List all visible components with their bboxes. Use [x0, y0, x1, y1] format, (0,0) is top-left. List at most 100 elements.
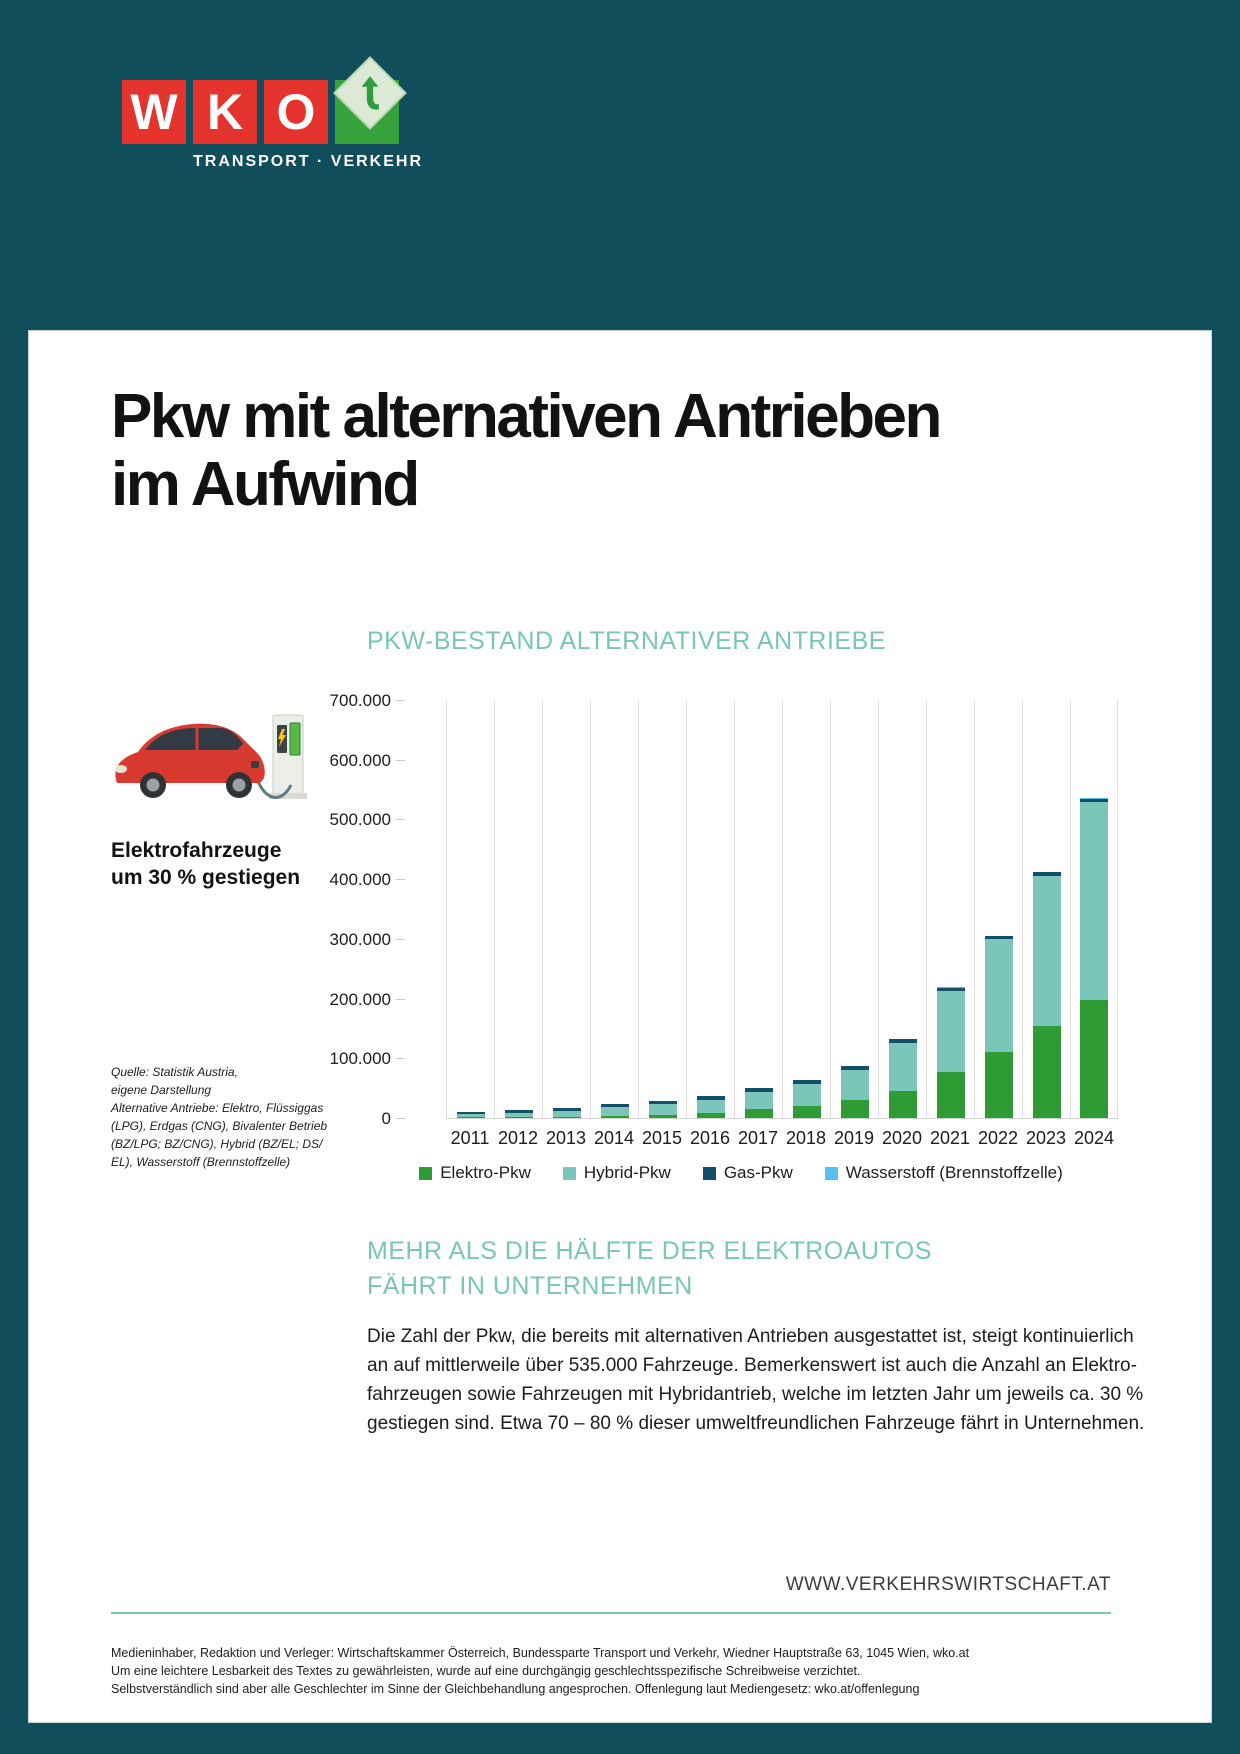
- chart-column-2013: [542, 700, 590, 1118]
- bar-segment-Gas-Pkw: [600, 1103, 629, 1107]
- bar-2020: [888, 1038, 917, 1118]
- text-line: fahrzeugen sowie Fahrzeugen mit Hybridan…: [367, 1384, 1144, 1405]
- section-heading-line2: FÄHRT IN UNTERNEHMEN: [367, 1272, 693, 1300]
- logo-letter-w: W: [122, 80, 186, 144]
- website-link[interactable]: WWW.VERKEHRSWIRTSCHAFT.AT: [785, 1574, 1111, 1595]
- bar-2011: [456, 1112, 485, 1118]
- emblem-anchor-icon: [361, 76, 379, 110]
- legend-swatch: [419, 1166, 433, 1180]
- chart-column-2020: [878, 700, 926, 1118]
- bar-segment-Gas-Pkw: [456, 1112, 485, 1115]
- legend-swatch: [562, 1166, 576, 1180]
- bar-segment-Gas-Pkw: [984, 935, 1013, 940]
- chart-column-2011: [446, 700, 494, 1118]
- chart-column-2022: [974, 700, 1022, 1118]
- chart-column-2012: [494, 700, 542, 1118]
- bar-2021: [936, 987, 965, 1118]
- legend-item: Wasserstoff (Brennstoffzelle): [824, 1163, 1063, 1183]
- chart-column-2018: [782, 700, 830, 1118]
- bar-segment-Gas-Pkw: [648, 1100, 677, 1105]
- chart-column-2014: [590, 700, 638, 1118]
- bar-2023: [1032, 871, 1061, 1118]
- chart-column-2016: [686, 700, 734, 1118]
- bar-2014: [600, 1103, 629, 1118]
- legend-label: Hybrid-Pkw: [583, 1163, 671, 1182]
- chart-legend: Elektro-Pkw Hybrid-Pkw Gas-Pkw Wasserstoff …: [369, 1163, 1113, 1183]
- legend-label: Elektro-Pkw: [440, 1163, 531, 1182]
- y-tick-label: 600.000: [329, 750, 391, 770]
- bar-segment-Gas-Pkw: [696, 1095, 725, 1100]
- x-tick-label-2013: 2013: [545, 1128, 587, 1148]
- y-tick-mark: [396, 700, 405, 701]
- text-line: (LPG), Erdgas (CNG), Bivalenter Betrieb: [111, 1119, 328, 1133]
- bar-segment-Hybrid-Pkw: [792, 1083, 821, 1106]
- y-tick-label: 700.000: [329, 691, 391, 710]
- legend-label: Wasserstoff (Brennstoffzelle): [845, 1163, 1063, 1182]
- y-tick-mark: [396, 879, 405, 881]
- legend-label: Gas-Pkw: [723, 1163, 793, 1182]
- text-line: Die Zahl der Pkw, die bereits mit altern…: [367, 1326, 1134, 1347]
- legend-swatch: [702, 1166, 716, 1180]
- x-tick-label-2023: 2023: [1025, 1128, 1067, 1148]
- bar-segment-Hybrid-Pkw: [1032, 875, 1061, 1027]
- bar-2022: [984, 935, 1013, 1118]
- bar-segment-Elektro-Pkw: [888, 1091, 917, 1118]
- y-tick-label: 400.000: [329, 870, 391, 890]
- text-line: an auf mittlerweile über 535.000 Fahrzeu…: [367, 1355, 1137, 1376]
- bar-segment-Gas-Pkw: [936, 987, 965, 992]
- x-tick-label-2018: 2018: [785, 1128, 827, 1148]
- bar-segment-Elektro-Pkw: [792, 1105, 821, 1118]
- chart-source-note: Quelle: Statistik Austria, eigene Darstel…: [111, 1063, 327, 1171]
- bar-segment-Elektro-Pkw: [648, 1115, 677, 1118]
- section-heading-line1: MEHR ALS DIE HÄLFTE DER ELEKTROAUTOS: [367, 1237, 932, 1265]
- imprint-text: Medieninhaber, Redaktion und Verleger: W…: [111, 1644, 969, 1698]
- bar-2015: [648, 1100, 677, 1118]
- bar-segment-Elektro-Pkw: [504, 1117, 533, 1118]
- sidebar-highlight-line2: um 30 % gestiegen: [111, 866, 301, 889]
- text-line: Quelle: Statistik Austria,: [111, 1065, 238, 1079]
- body-paragraph: Die Zahl der Pkw, die bereits mit altern…: [367, 1322, 1144, 1438]
- sidebar-highlight: Elektrofahrzeuge um 30 % gestiegen: [111, 837, 300, 891]
- bar-segment-Hybrid-Pkw: [888, 1042, 917, 1092]
- chart-column-2017: [734, 700, 782, 1118]
- bar-segment-Gas-Pkw: [744, 1088, 773, 1092]
- y-tick-mark: [396, 759, 405, 761]
- bar-segment-Hybrid-Pkw: [696, 1099, 725, 1113]
- bar-segment-Hybrid-Pkw: [744, 1091, 773, 1110]
- chart-column-2019: [830, 700, 878, 1118]
- bar-2012: [504, 1110, 533, 1118]
- section-heading: MEHR ALS DIE HÄLFTE DER ELEKTROAUTOS FÄH…: [367, 1234, 932, 1304]
- bar-2024: [1080, 798, 1108, 1118]
- bar-segment-Gas-Pkw: [1032, 872, 1061, 876]
- bar-segment-Elektro-Pkw: [600, 1115, 629, 1118]
- footer-divider: [111, 1612, 1111, 1614]
- bar-segment-Hybrid-Pkw: [552, 1111, 581, 1117]
- bar-2019: [840, 1065, 869, 1118]
- bar-segment-Elektro-Pkw: [552, 1116, 581, 1118]
- x-tick-label-2022: 2022: [977, 1128, 1019, 1148]
- bar-2016: [696, 1095, 725, 1118]
- y-tick-mark: [396, 819, 405, 821]
- logo-subtitle: TRANSPORT · VERKEHR: [193, 153, 424, 170]
- text-line: (BZ/LPG; BZ/CNG), Hybrid (BZ/EL; DS/: [111, 1137, 323, 1151]
- x-tick-label-2017: 2017: [737, 1128, 779, 1148]
- bar-segment-Elektro-Pkw: [456, 1117, 485, 1118]
- chart-column-2023: [1022, 700, 1070, 1118]
- bar-segment-Hybrid-Pkw: [504, 1113, 533, 1118]
- wko-logo: W K O: [122, 56, 407, 144]
- y-tick-label: 100.000: [329, 1049, 391, 1069]
- x-tick-label-2015: 2015: [641, 1128, 683, 1148]
- x-tick-label-2012: 2012: [497, 1128, 539, 1148]
- x-tick-label-2016: 2016: [689, 1128, 731, 1148]
- bar-2013: [552, 1108, 581, 1118]
- x-tick-label-2011: 2011: [450, 1128, 490, 1148]
- bar-segment-Elektro-Pkw: [1032, 1026, 1061, 1118]
- bar-segment-Elektro-Pkw: [1080, 999, 1108, 1118]
- y-tick-mark: [396, 1058, 405, 1060]
- text-line: Selbstverständlich sind aber alle Geschl…: [111, 1682, 920, 1696]
- bar-segment-Hybrid-Pkw: [456, 1114, 485, 1118]
- bar-segment-Gas-Pkw: [552, 1108, 581, 1112]
- legend-swatch: [824, 1166, 838, 1180]
- bar-segment-Hybrid-Pkw: [1080, 801, 1108, 1000]
- y-tick-mark: [396, 998, 405, 1000]
